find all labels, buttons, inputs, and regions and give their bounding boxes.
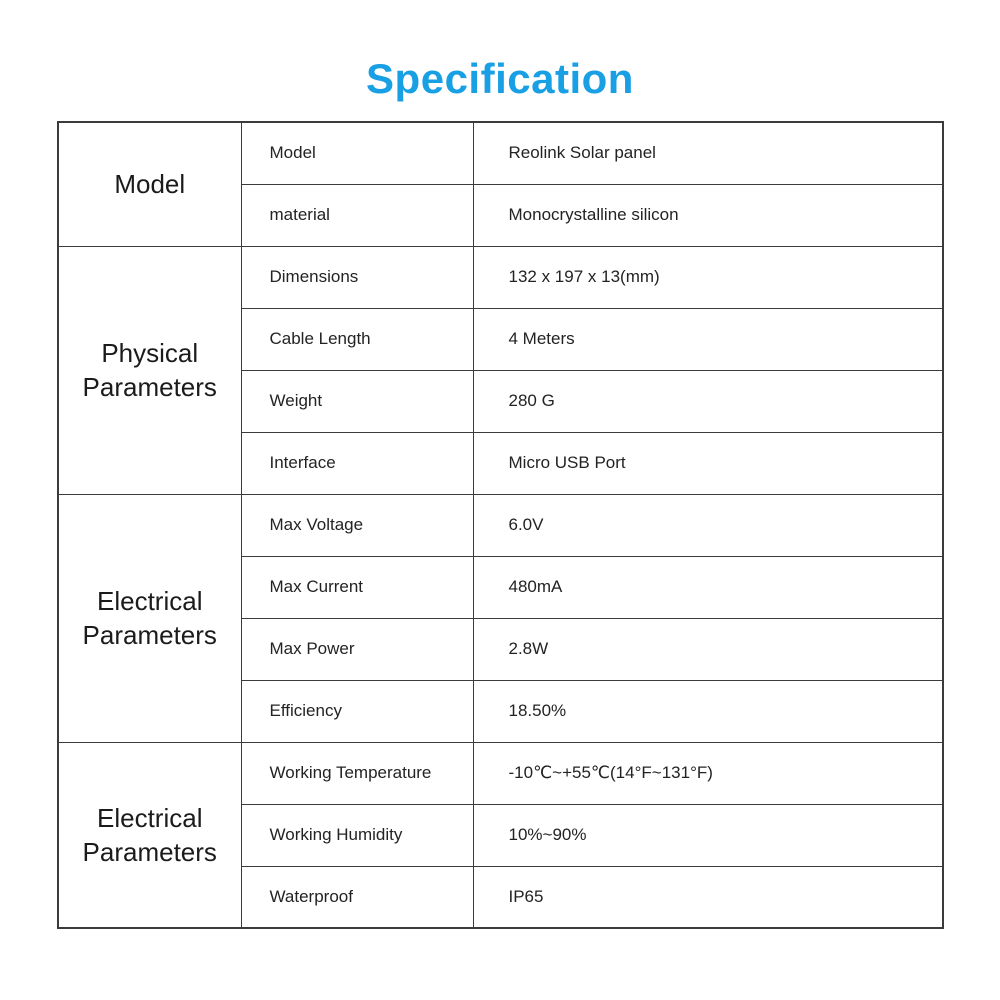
table-row: Weight 280 G [58,369,944,433]
table-row: Efficiency 18.50% [58,679,944,743]
spec-label-cell: Max Current [240,555,474,619]
spec-label-cell: Efficiency [240,679,474,743]
table-row: Working Humidity 10%~90% [58,803,944,867]
spec-label-cell: Max Power [240,617,474,681]
spec-label-cell: Cable Length [240,307,474,371]
table-row: Cable Length 4 Meters [58,307,944,371]
category-cell-electrical-parameters: Electrical Parameters [57,493,242,743]
spec-value-cell: 480mA [472,555,944,619]
table-row: Max Current 480mA [58,555,944,619]
spec-value-cell: Reolink Solar panel [472,121,944,185]
spec-value-cell: IP65 [472,865,944,929]
spec-label-cell: Max Voltage [240,493,474,557]
spec-label-cell: material [240,183,474,247]
spec-value-cell: 280 G [472,369,944,433]
spec-label-cell: Waterproof [240,865,474,929]
spec-label-cell: Working Humidity [240,803,474,867]
category-cell-physical-parameters: Physical Parameters [57,245,242,495]
spec-value-cell: 18.50% [472,679,944,743]
table-row: Interface Micro USB Port [58,431,944,495]
category-cell-electrical-parameters-2: Electrical Parameters [57,741,242,929]
spec-value-cell: 132 x 197 x 13(mm) [472,245,944,309]
spec-value-cell: Monocrystalline silicon [472,183,944,247]
spec-value-cell: 10%~90% [472,803,944,867]
table-row: material Monocrystalline silicon [58,183,944,247]
category-cell-model: Model [57,121,242,247]
spec-value-cell: 4 Meters [472,307,944,371]
spec-label-cell: Working Temperature [240,741,474,805]
spec-value-cell: -10℃~+55℃(14°F~131°F) [472,741,944,805]
page-title: Specification [366,55,634,102]
spec-label-cell: Model [240,121,474,185]
table-row: Physical Parameters Dimensions 132 x 197… [57,245,944,495]
table-row: Model Model Reolink Solar panel [57,121,944,247]
spec-label-cell: Interface [240,431,474,495]
spec-value-cell: Micro USB Port [472,431,944,495]
spec-label-cell: Dimensions [240,245,474,309]
table-row: Max Power 2.8W [58,617,944,681]
spec-label-cell: Weight [240,369,474,433]
spec-value-cell: 2.8W [472,617,944,681]
specification-table: Model Model Reolink Solar panel material… [57,121,944,929]
spec-value-cell: 6.0V [472,493,944,557]
table-row: Waterproof IP65 [58,865,944,929]
table-row: Electrical Parameters Working Temperatur… [57,741,944,929]
table-row: Electrical Parameters Max Voltage 6.0V [57,493,944,743]
